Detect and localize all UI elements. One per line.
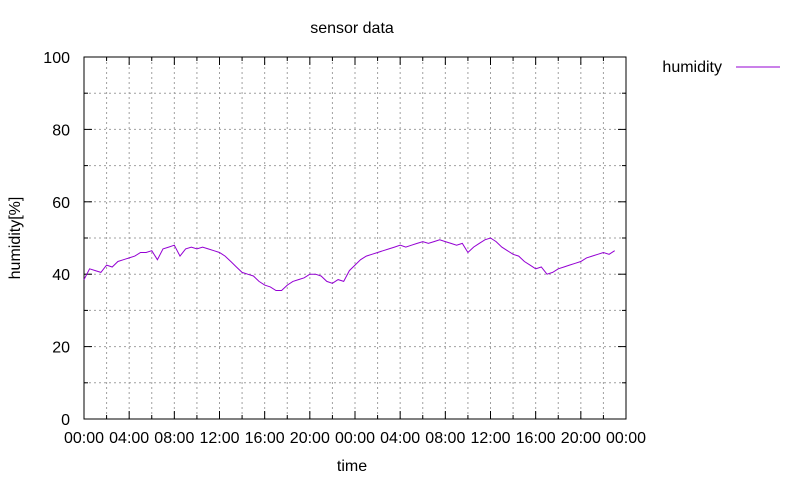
y-tick-label: 40 bbox=[52, 267, 70, 284]
x-tick-labels: 00:00 04:00 08:00 12:00 16:00 20:00 00:00 04:00… bbox=[64, 430, 646, 447]
grid-lines bbox=[84, 57, 626, 419]
y-axis-label: humidity[%] bbox=[7, 197, 24, 280]
x-tick-label: 04:00 bbox=[380, 430, 420, 447]
plot-frame bbox=[83, 56, 627, 420]
y-tick-label: 80 bbox=[52, 122, 70, 139]
x-tick-label: 20:00 bbox=[561, 430, 601, 447]
legend: humidity bbox=[662, 59, 780, 76]
legend-label-humidity: humidity bbox=[662, 59, 722, 76]
x-tick-label: 16:00 bbox=[516, 430, 556, 447]
x-tick-label: 04:00 bbox=[109, 430, 149, 447]
x-tick-label: 16:00 bbox=[245, 430, 285, 447]
x-axis-label: time bbox=[337, 458, 367, 475]
x-tick-label: 12:00 bbox=[199, 430, 239, 447]
chart-title: sensor data bbox=[310, 20, 394, 37]
x-tick-label: 12:00 bbox=[470, 430, 510, 447]
y-tick-label: 0 bbox=[61, 412, 70, 429]
x-tick-label: 00:00 bbox=[606, 430, 646, 447]
x-tick-label: 20:00 bbox=[290, 430, 330, 447]
x-tick-label: 00:00 bbox=[64, 430, 104, 447]
x-tick-label: 08:00 bbox=[154, 430, 194, 447]
y-tick-labels: 0 20 40 60 80 100 bbox=[43, 50, 70, 429]
series-line-humidity bbox=[83, 237, 615, 291]
y-tick-label: 20 bbox=[52, 340, 70, 357]
series-group bbox=[83, 237, 615, 291]
y-tick-label: 60 bbox=[52, 195, 70, 212]
x-tick-label: 00:00 bbox=[335, 430, 375, 447]
x-tick-label: 08:00 bbox=[425, 430, 465, 447]
y-tick-label: 100 bbox=[43, 50, 70, 67]
